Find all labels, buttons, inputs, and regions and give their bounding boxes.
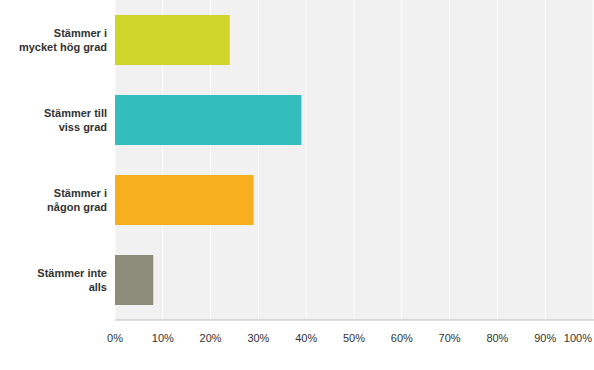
grid-line [449,0,450,320]
tick-label: 70% [439,332,461,344]
tick-label: 30% [247,332,269,344]
tick-label: 0% [107,332,123,344]
tick-label: 50% [343,332,365,344]
category-label: Stämmer imycket hög grad [19,27,107,53]
grid-line [401,0,402,320]
bar [115,95,301,145]
tick-label: 40% [295,332,317,344]
tick-label: 90% [534,332,556,344]
grid-line [593,0,594,320]
chart: 0% 10% 20% 30% 40% 50% 60% 70% 80% 90% 100% Stämmer… [0,0,594,370]
tick-label: 80% [486,332,508,344]
grid-line [497,0,498,320]
tick-label: 60% [391,332,413,344]
bars [115,15,301,305]
grid-line [545,0,546,320]
tick-label: 100% [564,332,592,344]
bar [115,15,230,65]
plot-background [115,0,594,320]
grid-line [306,0,307,320]
axis-line [115,320,594,321]
tick-label: 10% [152,332,174,344]
bar [115,255,153,305]
bar [115,175,254,225]
grid-line [354,0,355,320]
tick-label: 20% [200,332,222,344]
grid-line [258,0,259,320]
category-label: Stämmer intealls [37,267,107,293]
category-label: Stämmer inågon grad [47,187,107,213]
category-label: Stämmer tillviss grad [44,107,107,133]
